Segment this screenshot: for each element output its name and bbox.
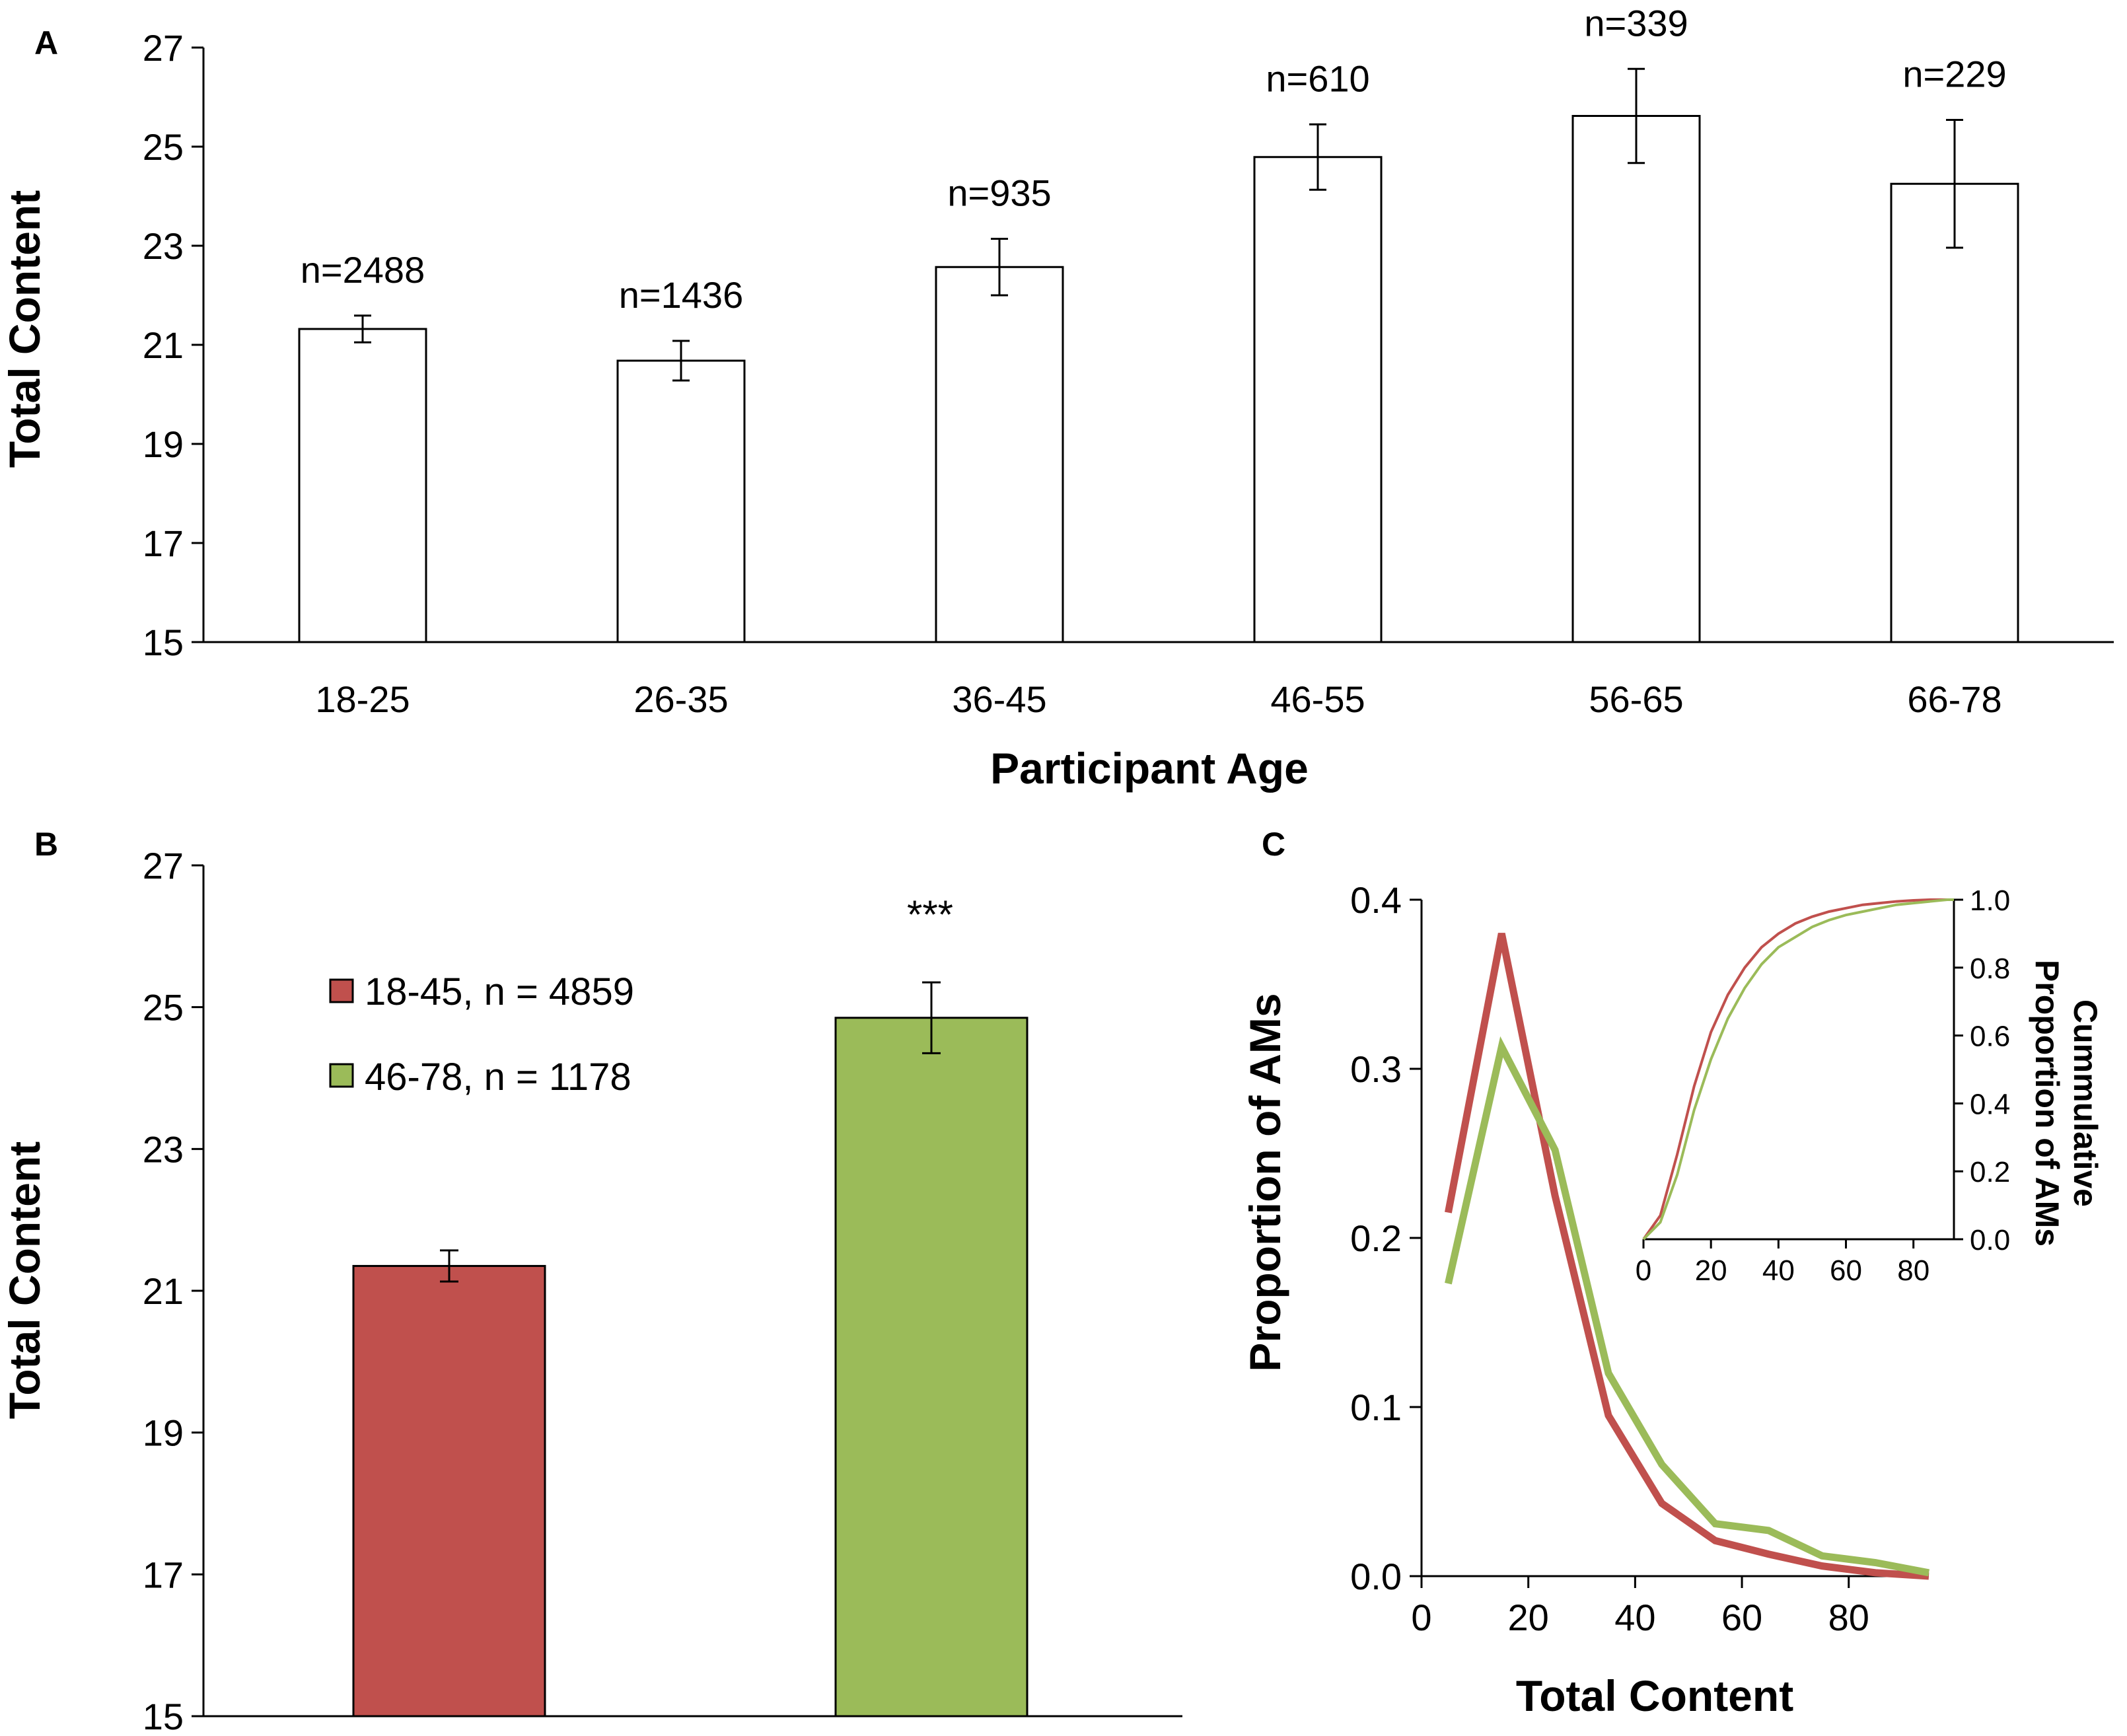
panel-a-x-tick-label: 66-78 bbox=[1907, 678, 2001, 720]
legend-label-older: 46-78, n = 1178 bbox=[365, 1056, 631, 1099]
panel-b-y-tick-label: 23 bbox=[143, 1128, 184, 1170]
panel-b-y-tick-label: 19 bbox=[143, 1412, 184, 1454]
inset-x-tick-label: 0 bbox=[1636, 1254, 1651, 1287]
inset-y-tick-label: 0.2 bbox=[1970, 1156, 2010, 1188]
panel-c-x-tick-label: 40 bbox=[1614, 1597, 1655, 1638]
panel-c-line-18-45 bbox=[1445, 933, 1929, 1580]
significance-marker: *** bbox=[907, 892, 953, 937]
legend-swatch-older bbox=[329, 1063, 354, 1088]
panel-c-axes: 0.0 0.1 0.2 0.3 0.4 0 20 40 60 80 bbox=[1350, 879, 1929, 1638]
legend-swatch-younger bbox=[329, 978, 354, 1003]
panel-a-x-tick-label: 36-45 bbox=[952, 678, 1046, 720]
panel-b-bars bbox=[352, 981, 1028, 1718]
panel-a-y-tick-label: 19 bbox=[143, 423, 184, 465]
panel-a-y-tick-label: 21 bbox=[143, 324, 184, 366]
panel-b-y-tick-label: 21 bbox=[143, 1270, 184, 1312]
panel-a-n-label: n=610 bbox=[1266, 57, 1369, 99]
panel-b-y-tick-label: 27 bbox=[143, 845, 184, 886]
panel-a-n-label: n=229 bbox=[1902, 54, 2006, 95]
inset-y-tick-label: 1.0 bbox=[1970, 885, 2010, 917]
panel-a-n-label: n=935 bbox=[947, 172, 1051, 214]
panel-b-y-tick-label: 25 bbox=[143, 987, 184, 1029]
inset-x-tick-label: 20 bbox=[1695, 1254, 1727, 1287]
panel-a-letter: A bbox=[34, 24, 58, 61]
panel-c-x-tick-label: 20 bbox=[1508, 1597, 1549, 1638]
inset-y-axis-title-line2: Proportion of AMs bbox=[2029, 960, 2066, 1247]
panel-c-x-axis-title: Total Content bbox=[1516, 1671, 1793, 1720]
panel-a-x-axis-title: Participant Age bbox=[990, 744, 1309, 793]
panel-c-inset: Cummulative Proportion of AMs 0.0 0.2 0.4 0… bbox=[1636, 885, 2104, 1287]
panel-a-y-axis: 15 17 19 21 23 25 27 bbox=[143, 27, 2114, 663]
panel-a-bar bbox=[616, 359, 746, 643]
panel-c-y-tick-label: 0.2 bbox=[1350, 1217, 1402, 1259]
panel-a-x-tick-label: 56-65 bbox=[1589, 678, 1683, 720]
panel-a-y-tick-label: 23 bbox=[143, 225, 184, 267]
panel-b-letter: B bbox=[34, 826, 58, 863]
inset-x-tick-label: 60 bbox=[1830, 1254, 1862, 1287]
panel-a-x-tick-label: 26-35 bbox=[633, 678, 728, 720]
inset-x-tick-label: 40 bbox=[1762, 1254, 1795, 1287]
panel-b-y-tick-label: 15 bbox=[143, 1696, 184, 1736]
panel-c-y-axis-title: Proportion of AMs bbox=[1241, 993, 1289, 1371]
panel-a-bar bbox=[298, 328, 427, 643]
panel-c-y-tick-label: 0.1 bbox=[1350, 1387, 1402, 1428]
inset-line-46-78 bbox=[1642, 898, 1954, 1241]
panel-a-x-tick-label: 46-55 bbox=[1270, 678, 1365, 720]
panel-c-y-tick-label: 0.0 bbox=[1350, 1556, 1402, 1597]
inset-y-axis-title-line1: Cummulative bbox=[2067, 999, 2104, 1207]
panel-c-x-tick-label: 0 bbox=[1411, 1597, 1431, 1638]
panel-c-letter: C bbox=[1262, 826, 1285, 863]
panel-a-bars: n=2488 18-25 n=1436 26-35 n=935 36-45 n=610 46-… bbox=[298, 2, 2019, 720]
panel-a-x-tick-label: 18-25 bbox=[315, 678, 410, 720]
panel-a-y-tick-label: 25 bbox=[143, 126, 184, 168]
panel-a-y-axis-title: Total Content bbox=[0, 190, 49, 468]
panel-a-y-tick-label: 27 bbox=[143, 27, 184, 69]
panel-c-y-tick-label: 0.3 bbox=[1350, 1048, 1402, 1090]
panel-b-legend: 18-45, n = 4859 46-78, n = 1178 bbox=[329, 970, 634, 1099]
inset-y-tick-label: 0.8 bbox=[1970, 953, 2010, 985]
inset-y-tick-label: 0.0 bbox=[1970, 1224, 2010, 1256]
panel-a-bar bbox=[1890, 182, 2019, 643]
panel-a: A Total Content Participant Age 15 17 19 21… bbox=[0, 2, 2114, 793]
panel-a-n-label: n=339 bbox=[1584, 2, 1688, 44]
inset-line-18-45 bbox=[1642, 898, 1954, 1241]
panel-a-n-label: n=1436 bbox=[619, 274, 743, 316]
inset-y-tick-label: 0.6 bbox=[1970, 1021, 2010, 1053]
panel-c-y-tick-label: 0.4 bbox=[1350, 879, 1402, 921]
panel-c: C Proportion of AMs Total Content 0.0 0.1… bbox=[1241, 826, 2104, 1720]
panel-a-y-tick-label: 15 bbox=[143, 622, 184, 663]
panel-c-x-tick-label: 60 bbox=[1721, 1597, 1762, 1638]
panel-b-bar bbox=[352, 1264, 546, 1718]
panel-a-bar bbox=[1253, 156, 1383, 643]
panel-c-lines bbox=[1445, 933, 1930, 1580]
panel-a-bar bbox=[935, 266, 1064, 643]
panel-b-bar bbox=[834, 1017, 1028, 1718]
panel-a-n-label: n=2488 bbox=[301, 249, 425, 291]
panel-b-y-axis-title: Total Content bbox=[0, 1141, 49, 1419]
panel-c-x-tick-label: 80 bbox=[1828, 1597, 1869, 1638]
panel-a-bar bbox=[1571, 115, 1701, 643]
inset-x-tick-label: 80 bbox=[1897, 1254, 1929, 1287]
panel-b-y-tick-label: 17 bbox=[143, 1554, 184, 1595]
panel-c-line-46-78 bbox=[1445, 1036, 1930, 1577]
legend-label-younger: 18-45, n = 4859 bbox=[365, 970, 634, 1013]
panel-b: B Total Content 15 17 19 21 23 25 27 18-45, n … bbox=[0, 826, 1182, 1736]
inset-y-tick-label: 0.4 bbox=[1970, 1088, 2010, 1120]
panel-a-y-tick-label: 17 bbox=[143, 523, 184, 564]
